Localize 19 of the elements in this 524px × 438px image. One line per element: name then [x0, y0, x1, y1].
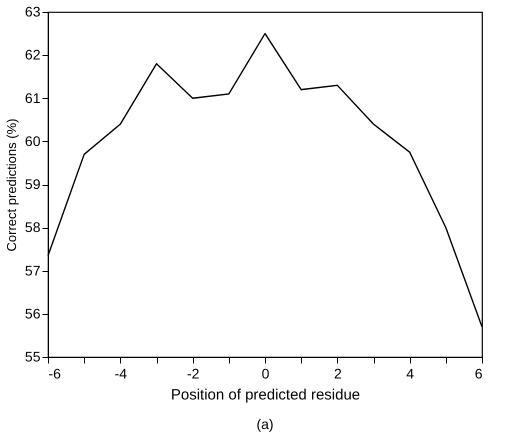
y-tick-label: 61 — [24, 90, 41, 106]
y-tick-label: 60 — [24, 132, 41, 149]
x-tick-label: 0 — [262, 366, 270, 382]
y-tick-label: 62 — [24, 46, 41, 63]
x-tick-label: 2 — [334, 366, 342, 382]
x-tick-label: -6 — [48, 366, 62, 382]
y-tick-label: 56 — [24, 305, 41, 322]
y-axis-title: Correct predictions (%) — [4, 118, 19, 252]
x-axis-title: Position of predicted residue — [170, 386, 360, 404]
y-tick-label: 58 — [24, 219, 41, 236]
x-tick-label: -4 — [114, 366, 128, 382]
y-tick-label: 55 — [24, 348, 41, 364]
x-tick-label: 4 — [406, 366, 414, 382]
y-tick-label: 63 — [24, 4, 41, 20]
x-tick-label: -2 — [186, 366, 200, 382]
y-tick-label: 59 — [24, 176, 41, 192]
y-tick-label: 57 — [24, 262, 41, 278]
text: (a) — [256, 416, 274, 432]
x-tick-label: 6 — [474, 366, 483, 382]
